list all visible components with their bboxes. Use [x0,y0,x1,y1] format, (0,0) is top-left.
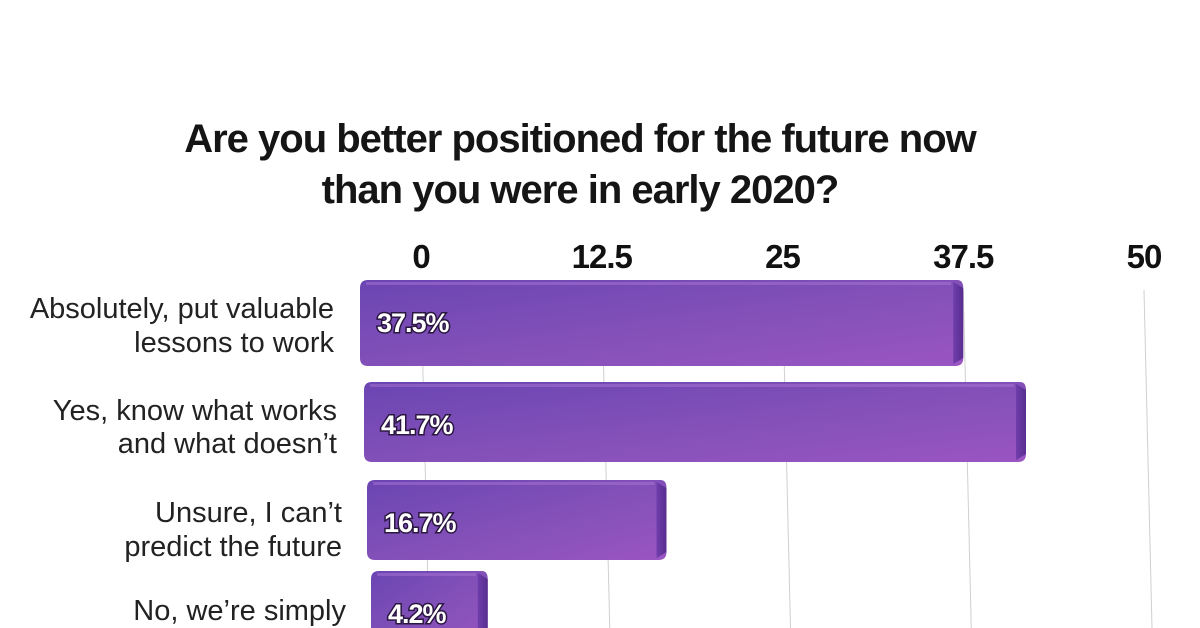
bar-end-cap [656,482,667,558]
bar-value-label: 4.2% [388,599,447,628]
category-label: Absolutely, put valuable [30,293,334,325]
bar-value-label: 16.7% [384,508,457,538]
gridline [1143,289,1153,628]
bar [371,571,488,628]
category-label: Yes, know what works [53,395,337,427]
chart-title: Are you better positioned for the future… [184,117,978,212]
bar-group: 37.5% [360,280,964,366]
x-tick-label: 50 [1127,238,1162,275]
bar-group: 41.7% [364,382,1026,462]
bar-group: 4.2% [371,571,488,628]
bar-highlight [370,384,1014,387]
bars: 37.5% 41.7% 16.7% 4.2% [360,280,1026,628]
bar-end-cap [953,282,964,364]
chart-title-line-1: Are you better positioned for the future… [184,117,977,161]
x-tick-label: 0 [412,238,429,275]
bar [367,480,667,560]
chart-title-line-2: than you were in early 2020? [322,168,839,212]
bar-highlight [366,282,952,285]
category-label: predict the future [124,531,342,563]
bar-value-label: 41.7% [381,410,454,440]
x-axis-ticks: 0 12.5 25 37.5 50 [412,238,1162,275]
category-label: Unsure, I can’t [155,497,342,529]
bar-value-label: 37.5% [377,308,450,338]
category-label: lessons to work [134,327,334,359]
bar [364,382,1026,462]
bar-group: 16.7% [367,480,667,560]
category-label: No, we’re simply [133,595,346,627]
x-tick-label: 25 [765,238,800,275]
bar-end-cap [477,573,488,628]
bar-highlight [373,482,655,485]
bar-end-cap [1015,384,1026,460]
x-tick-label: 37.5 [933,238,994,275]
x-tick-label: 12.5 [572,238,633,275]
category-label: and what doesn’t [118,428,337,460]
bar [360,280,964,366]
bar-highlight [377,573,476,576]
